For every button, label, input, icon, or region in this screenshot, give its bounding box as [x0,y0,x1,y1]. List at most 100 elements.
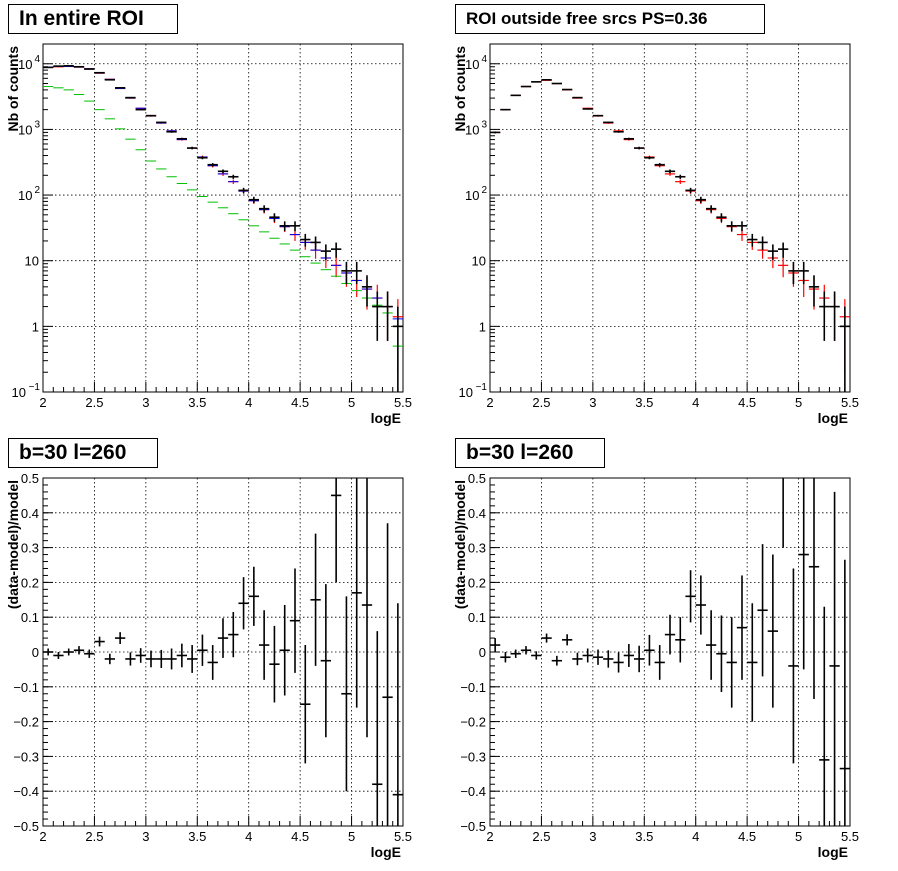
y-tick-label: 10 [18,122,32,137]
data-point [53,65,64,67]
data-point [490,131,501,134]
data-point [510,94,521,97]
data-point [562,88,573,91]
y-tick-label: −0.5 [460,819,486,834]
y-axis-label: Nb of counts [452,46,468,132]
data-point [716,213,727,222]
data-point [331,242,342,258]
data-point [156,121,167,124]
x-tick-label: 2 [39,395,46,410]
data-point [685,570,696,623]
x-tick-label: 4 [245,395,252,410]
data-point [310,236,321,250]
series-1 [43,478,403,826]
data-point [94,71,105,74]
data-point [726,221,737,232]
y-tick-label: −0.4 [460,784,486,799]
data-point [135,108,146,111]
y-tick-label: 0.4 [21,506,39,521]
x-tick-label: 5.5 [394,395,412,410]
data-point [135,648,146,663]
data-point [613,130,624,133]
data-point [269,625,280,703]
y-tick-label: 10 [465,188,479,203]
data-point [372,631,383,826]
x-tick-label: 2.5 [85,829,103,844]
y-tick-exponent: 4 [481,54,487,65]
data-point [269,213,280,222]
x-axis-label: logE [818,844,848,860]
data-point [392,306,403,392]
x-tick-label: 3 [589,829,596,844]
data-point [320,244,331,260]
data-point [115,87,126,89]
data-point [623,137,634,140]
data-point [351,261,362,285]
y-tick-label: 0.5 [468,471,486,486]
data-point [289,568,301,673]
data-point [372,291,383,341]
data-point [623,643,634,667]
x-tick-label: 4 [692,829,699,844]
x-tick-label: 4.5 [738,395,756,410]
y-tick-label: 0.1 [468,610,486,625]
data-point [197,634,208,666]
y-tick-label: 10 [459,385,473,400]
data-point [829,291,840,341]
data-point [166,130,177,133]
data-point [634,146,645,150]
x-tick-label: 4.5 [291,395,309,410]
y-tick-label: 10 [12,385,26,400]
data-point [675,174,686,179]
y-tick-label: 10 [25,254,39,269]
data-point [510,649,521,658]
data-point [145,114,157,117]
data-point [592,649,604,665]
chart-panel-3: 2 2.5 3 3.5 4 4.5 5 5.5 −0.5 −0.4 −0.3 −0.2 −0.1 0 0.1… [5,471,412,860]
panel-title-roi-outside: ROI outside free srcs PS=0.36 [455,4,765,34]
y-tick-exponent: −1 [29,382,41,393]
data-point [654,645,665,680]
data-point [392,603,403,826]
data-point [551,655,562,666]
y-tick-label: 10 [18,57,32,72]
x-tick-label: 4.5 [291,829,309,844]
data-point [644,634,655,666]
y-tick-label: −0.3 [13,749,39,764]
data-point [382,523,393,826]
data-point [839,559,850,826]
y-tick-label: 0.1 [21,610,39,625]
data-point [43,66,54,69]
data-point [603,650,614,668]
data-point [197,156,208,160]
data-point [613,652,624,673]
y-tick-label: 0.5 [21,471,39,486]
x-tick-label: 2 [486,829,493,844]
data-point [63,65,74,67]
x-tick-label: 3.5 [188,829,206,844]
data-point [125,652,136,666]
data-point [341,261,352,285]
panel-title-residual-left: b=30 l=260 [8,438,158,468]
data-point [300,233,311,247]
data-point [572,96,583,99]
x-tick-label: 5.5 [841,829,859,844]
data-point [531,651,542,660]
y-tick-label: −0.5 [13,819,39,834]
x-tick-label: 3.5 [635,395,653,410]
data-point [166,648,177,670]
data-point [644,156,655,160]
data-point [706,610,717,680]
series-4 [43,65,403,392]
y-axis-label: (data-model)/model [452,480,468,609]
chart-panel-4: 2 2.5 3 3.5 4 4.5 5 5.5 −0.5 −0.4 −0.3 −0.2 −0.1 0 0.1… [452,471,859,860]
data-point [798,261,809,285]
data-point [685,187,696,194]
data-point [757,236,768,250]
x-tick-label: 3 [142,395,149,410]
x-tick-label: 3 [142,829,149,844]
data-point [500,108,511,111]
data-point [582,108,593,110]
data-point [187,645,198,673]
